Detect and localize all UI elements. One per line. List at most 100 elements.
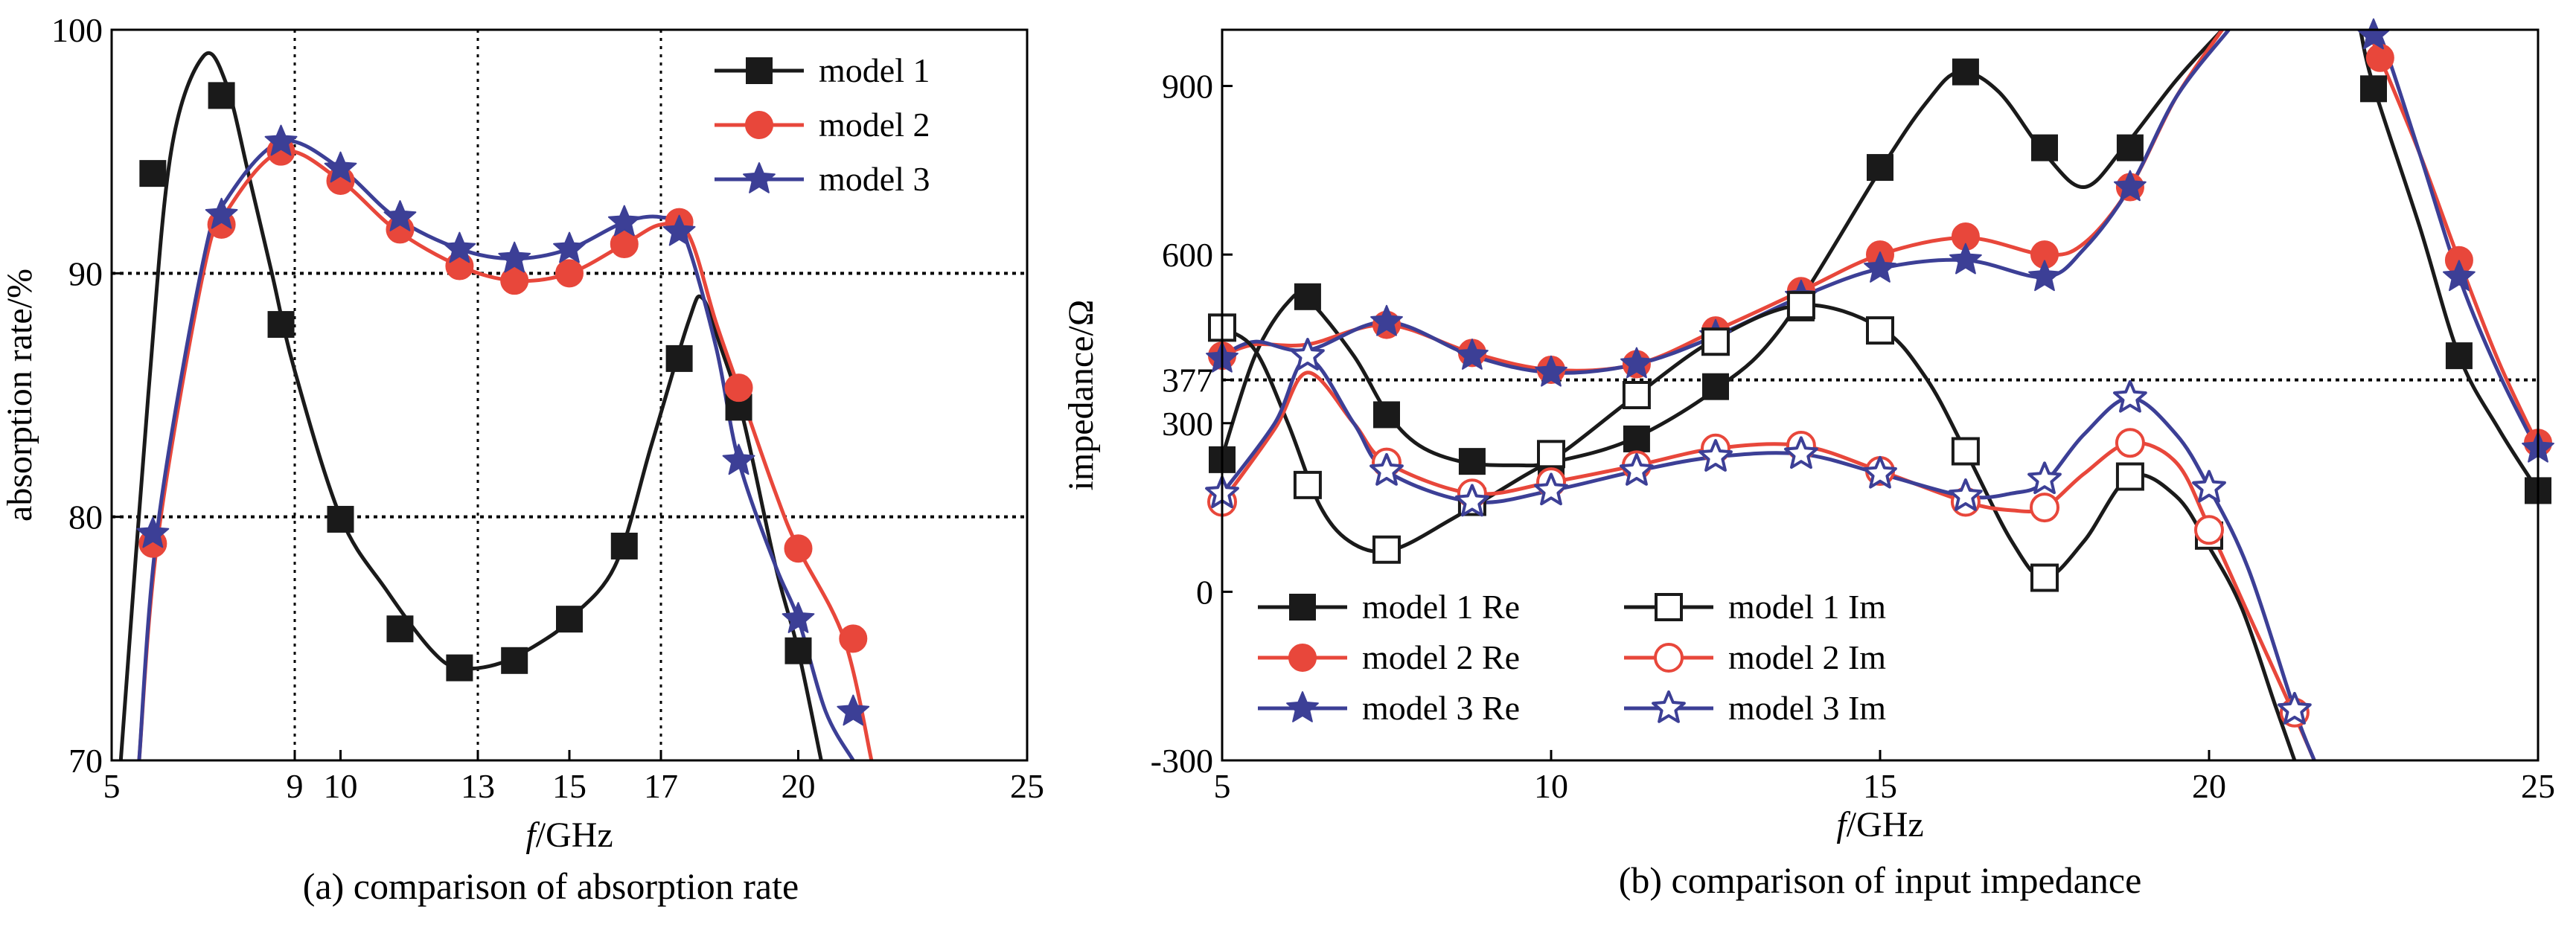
a-data-point <box>610 532 638 560</box>
a-x-tick-label: 10 <box>324 767 358 805</box>
b-legend-item: model 3 Im <box>1624 689 1886 727</box>
b-data-point <box>1456 339 1489 370</box>
a-x-tick-label: 25 <box>1010 767 1044 805</box>
a-data-point <box>208 82 235 109</box>
b-data-point <box>1701 327 1730 356</box>
b-data-point <box>1867 154 1893 182</box>
a-legend-label: model 2 <box>819 106 930 144</box>
a-data-point <box>383 200 417 231</box>
b-data-point <box>1952 58 1979 86</box>
chart-a-guides <box>112 30 1027 760</box>
b-data-point <box>1372 535 1401 564</box>
a-data-point <box>205 197 238 229</box>
b-data-point <box>2278 692 2312 725</box>
a-data-point <box>610 230 639 259</box>
a-series-line-1 <box>118 51 823 760</box>
b-legend-item: model 3 Re <box>1258 689 1520 727</box>
b-legend-marker <box>1288 644 1317 672</box>
b-legend-marker <box>1655 593 1683 621</box>
a-legend-item: model 1 <box>715 51 930 89</box>
a-x-tick-label: 13 <box>461 767 495 805</box>
a-series-line-2 <box>137 149 874 760</box>
a-data-point <box>784 534 813 563</box>
b-legend-marker <box>1289 594 1316 621</box>
b-legend-label: model 3 Re <box>1362 689 1520 727</box>
a-series-line-3 <box>137 138 855 760</box>
a-data-point <box>500 266 529 295</box>
a-legend-marker <box>746 57 773 84</box>
chart-a-ylabel: absorption rate/% <box>0 269 39 522</box>
b-data-point <box>2030 493 2059 523</box>
chart-a: 5 9 10 13 15 17 20 25 70 80 90 100 absorption rate/… <box>0 11 1044 907</box>
b-x-tick-label: 15 <box>1863 767 1897 805</box>
a-data-point <box>446 654 473 682</box>
a-y-tick-label: 100 <box>51 11 103 49</box>
a-data-point <box>443 231 476 263</box>
b-data-point <box>1866 316 1894 345</box>
b-data-point <box>1458 448 1486 475</box>
a-y-tick-label: 70 <box>68 742 103 780</box>
b-data-point <box>2115 428 2145 458</box>
b-data-point <box>2028 260 2061 292</box>
a-data-point <box>264 124 298 156</box>
b-data-point <box>2114 170 2147 202</box>
a-data-point <box>722 443 755 475</box>
a-legend-marker <box>743 162 776 193</box>
a-data-point <box>839 624 868 653</box>
b-legend-label: model 1 Im <box>1728 588 1886 626</box>
b-data-point <box>1293 470 1322 499</box>
b-legend-item: model 1 Im <box>1624 588 1886 626</box>
b-data-point <box>2031 134 2058 161</box>
a-data-point <box>136 516 170 548</box>
a-data-point <box>327 505 354 533</box>
a-data-point <box>267 311 295 339</box>
b-data-point <box>1370 304 1403 336</box>
a-data-point <box>784 637 812 664</box>
a-data-point <box>553 231 586 263</box>
a-data-point <box>662 214 696 246</box>
b-series-line-4 <box>1222 303 2297 760</box>
b-y-tick-label: 300 <box>1162 405 1213 443</box>
b-data-point <box>1620 347 1653 379</box>
b-x-tick-label: 25 <box>2521 767 2555 805</box>
a-data-point <box>782 602 815 633</box>
b-legend-label: model 2 Im <box>1728 638 1886 676</box>
a-data-point <box>498 241 531 273</box>
a-data-point <box>501 647 528 674</box>
b-y-tick-label: 600 <box>1162 236 1213 274</box>
chart-a-legend: model 1 model 2 model 3 <box>715 51 930 198</box>
a-data-point <box>555 259 584 288</box>
b-data-point <box>2113 379 2147 413</box>
a-legend-item: model 3 <box>715 160 930 198</box>
a-x-tick-label: 5 <box>103 767 121 805</box>
a-x-tick-label: 17 <box>644 767 678 805</box>
b-data-point <box>1537 440 1565 469</box>
b-data-point <box>2360 75 2387 103</box>
b-data-point <box>2027 461 2062 495</box>
b-data-point <box>1698 439 1733 472</box>
b-data-point <box>1949 243 1982 275</box>
a-data-point <box>607 205 641 237</box>
a-data-point <box>837 694 870 726</box>
b-data-point <box>2443 260 2476 292</box>
b-legend-label: model 2 Re <box>1362 638 1520 676</box>
b-data-point <box>1455 484 1489 517</box>
chart-b-xlabel: f/GHz <box>1836 805 1923 844</box>
a-x-tick-label: 15 <box>552 767 587 805</box>
b-data-point <box>1373 401 1400 429</box>
b-data-point <box>1370 453 1404 486</box>
chart-a-series <box>118 51 874 760</box>
a-data-point <box>724 373 753 403</box>
b-legend-label: model 3 Im <box>1728 689 1886 727</box>
chart-b-ylabel: impedance/Ω <box>1061 300 1101 491</box>
b-data-point <box>1622 381 1651 409</box>
a-x-tick-label: 20 <box>782 767 816 805</box>
chart-b-legend: model 1 Re model 2 Re model 3 Re model 1 Im… <box>1258 588 1886 727</box>
b-y-tick-label: 377 <box>1162 362 1213 400</box>
a-y-tick-label: 90 <box>68 254 103 292</box>
chart-a-ticks: 5 9 10 13 15 17 20 25 70 80 90 100 <box>51 11 1044 805</box>
chart-a-markers <box>136 82 870 726</box>
a-data-point <box>665 344 693 372</box>
b-data-point <box>1534 472 1568 506</box>
